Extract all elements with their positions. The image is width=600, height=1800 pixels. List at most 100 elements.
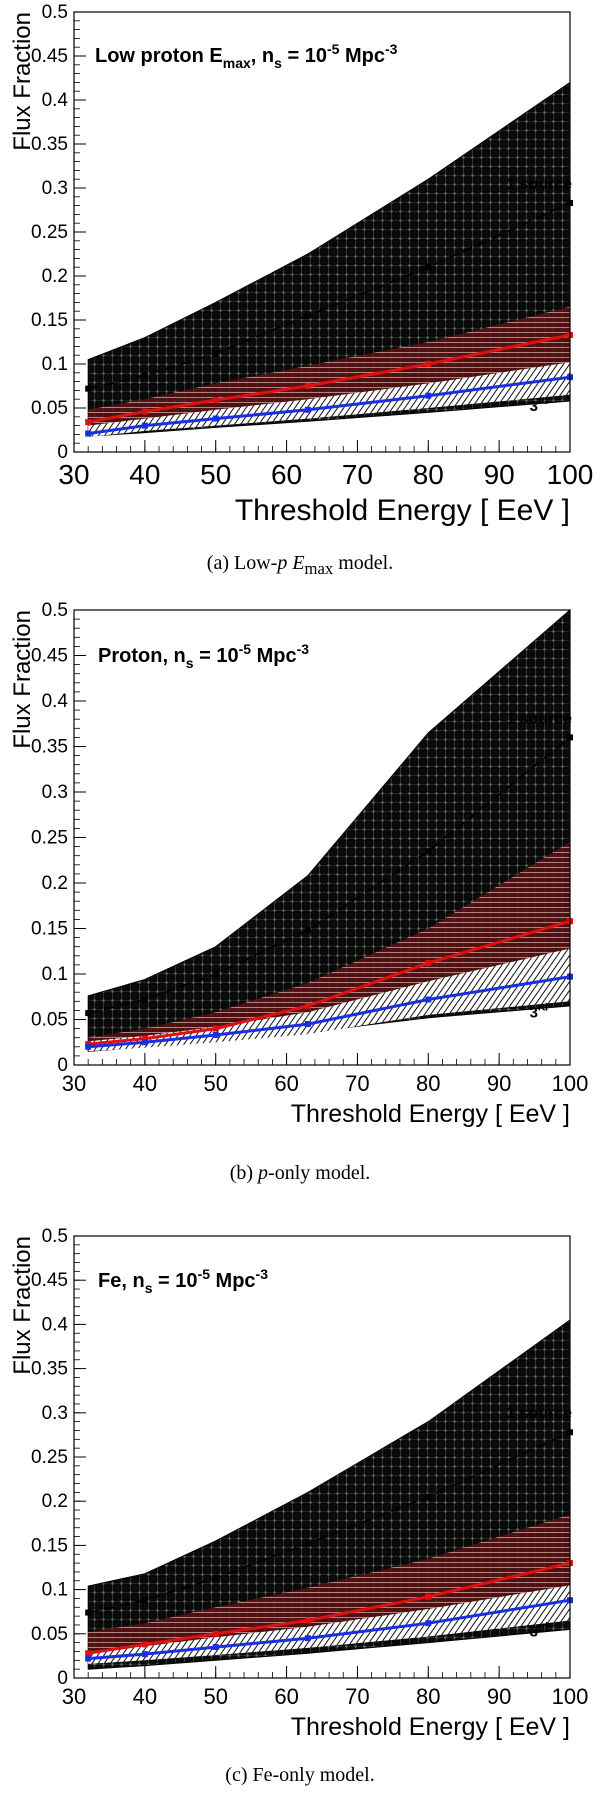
x-tick-label: 70 [345,1071,369,1096]
x-tick-label: 50 [203,1684,227,1709]
third-label: 3rd [530,1002,548,1021]
data-point [85,1010,92,1017]
caption-text: Low- [233,552,278,574]
x-tick-label: 60 [274,1071,298,1096]
data-point [304,1617,311,1624]
source-label: 1 source [506,176,572,193]
data-point [212,1575,219,1582]
data-point [212,971,219,977]
series-line-3rd [87,375,571,435]
data-point [141,372,148,379]
y-tick-label: 0.1 [42,354,68,375]
series-line-1-source [87,202,571,390]
caption-label: (b) [229,1162,254,1184]
data-point [425,392,432,399]
x-tick-label: 90 [484,459,515,490]
data-point [212,1025,219,1032]
x-axis-title: Threshold Energy [ EeV ] [291,1713,570,1741]
x-tick-label: 100 [547,459,594,490]
y-tick-label: 0.3 [42,1403,68,1424]
y-tick-label: 0.1 [42,1580,68,1601]
y-tick-label: 0.25 [31,222,68,243]
y-tick-label: 0.3 [42,178,68,199]
plot-title: Fe, ns = 10-5 Mpc-3 [98,1266,268,1296]
data-point [85,1609,92,1616]
caption-label: (c) [225,1764,248,1786]
series-line-2nd [88,919,571,1046]
data-point [141,1035,148,1042]
x-tick-label: 60 [274,1684,298,1709]
data-point [85,385,92,392]
data-point [85,1650,92,1657]
y-tick-label: 0.15 [31,310,68,331]
chart-panel-low-p-emax: 0 0.05 0.1 0.15 0.2 0.25 0.3 0.35 0.4 0.45 0.5 30 40… [0,0,600,540]
data-point [212,350,219,357]
source-label: 1 source [506,1405,572,1422]
data-point [212,397,219,404]
data-point [304,1002,311,1009]
data-point [304,383,311,389]
y-tick-label: 0.5 [42,1226,68,1247]
chart-svg: 0 0.05 0.1 0.15 0.2 0.25 0.3 0.35 0.4 0.45 0.5 30 40… [9,1226,588,1741]
y-tick-label: 0 [57,1055,68,1076]
y-axis-title: Flux Fraction [9,12,36,151]
x-tick-label: 90 [487,1684,511,1709]
caption-label: (a) [206,552,229,574]
y-tick-label: 0.25 [31,1447,68,1468]
data-point [304,406,311,413]
chart-svg: 0 0.05 0.1 0.15 0.2 0.25 0.3 0.35 0.4 0.45 0.5 30 40… [9,2,594,527]
x-tick-label: 30 [62,1071,86,1096]
y-tick-label: 0.4 [42,691,69,712]
y-tick-label: 0.45 [31,46,68,67]
y-tick-label: 0 [57,1668,68,1689]
data-point [141,1641,148,1648]
x-tick-label: 90 [487,1071,511,1096]
caption-c: (c) Fe-only model. [0,1764,600,1787]
data-point [425,1620,432,1627]
x-tick-label: 40 [133,1071,157,1096]
data-point [212,1630,219,1637]
data-point [425,996,432,1003]
y-tick-label: 0.1 [42,964,68,985]
data-point [425,1593,432,1600]
y-tick-label: 0.2 [42,873,68,894]
data-point [212,415,219,422]
data-point [85,419,92,426]
x-tick-label: 80 [416,1684,440,1709]
y-tick-label: 0.25 [31,828,68,849]
caption-text-after: -only model. [268,1162,371,1184]
caption-italic-p: p [277,552,288,574]
data-point [141,996,148,1003]
third-label: 3rd [530,1622,548,1641]
data-point [141,408,148,415]
data-point [304,927,311,934]
caption-b: (b) p-only model. [0,1162,600,1185]
x-tick-label: 70 [345,1684,369,1709]
series-line-3rd [88,1598,571,1661]
y-tick-label: 0.5 [42,600,68,621]
y-tick-label: 0.05 [31,398,68,419]
band-3rd [88,948,570,1052]
caption-a: (a) Low-p Emax model. [0,552,600,579]
series-line-1-source [87,736,571,1015]
data-point [425,960,432,967]
x-tick-label: 40 [129,459,160,490]
x-axis-title: Threshold Energy [ EeV ] [235,494,570,527]
x-tick-label: 80 [413,459,444,490]
x-tick-label: 100 [552,1071,589,1096]
y-tick-label: 0.35 [31,134,68,155]
data-point [425,264,432,271]
x-tick-label: 80 [416,1071,440,1096]
data-point [425,361,432,367]
chart-svg: 0 0.05 0.1 0.15 0.2 0.25 0.3 0.35 0.4 0.45 0.5 30 40… [9,600,589,1128]
data-point [425,848,432,855]
plot-title: Low proton Emax, ns = 10-5 Mpc-3 [95,41,398,71]
y-tick-label: 0.35 [31,737,68,758]
source-label: 1 source [506,710,572,727]
data-point [141,1597,148,1604]
x-tick-label: 30 [58,459,89,490]
y-tick-label: 0.45 [31,646,68,667]
caption-italic-e: E [292,552,305,574]
x-tick-label: 50 [200,459,231,490]
caption-text: Fe-only model. [252,1764,375,1786]
